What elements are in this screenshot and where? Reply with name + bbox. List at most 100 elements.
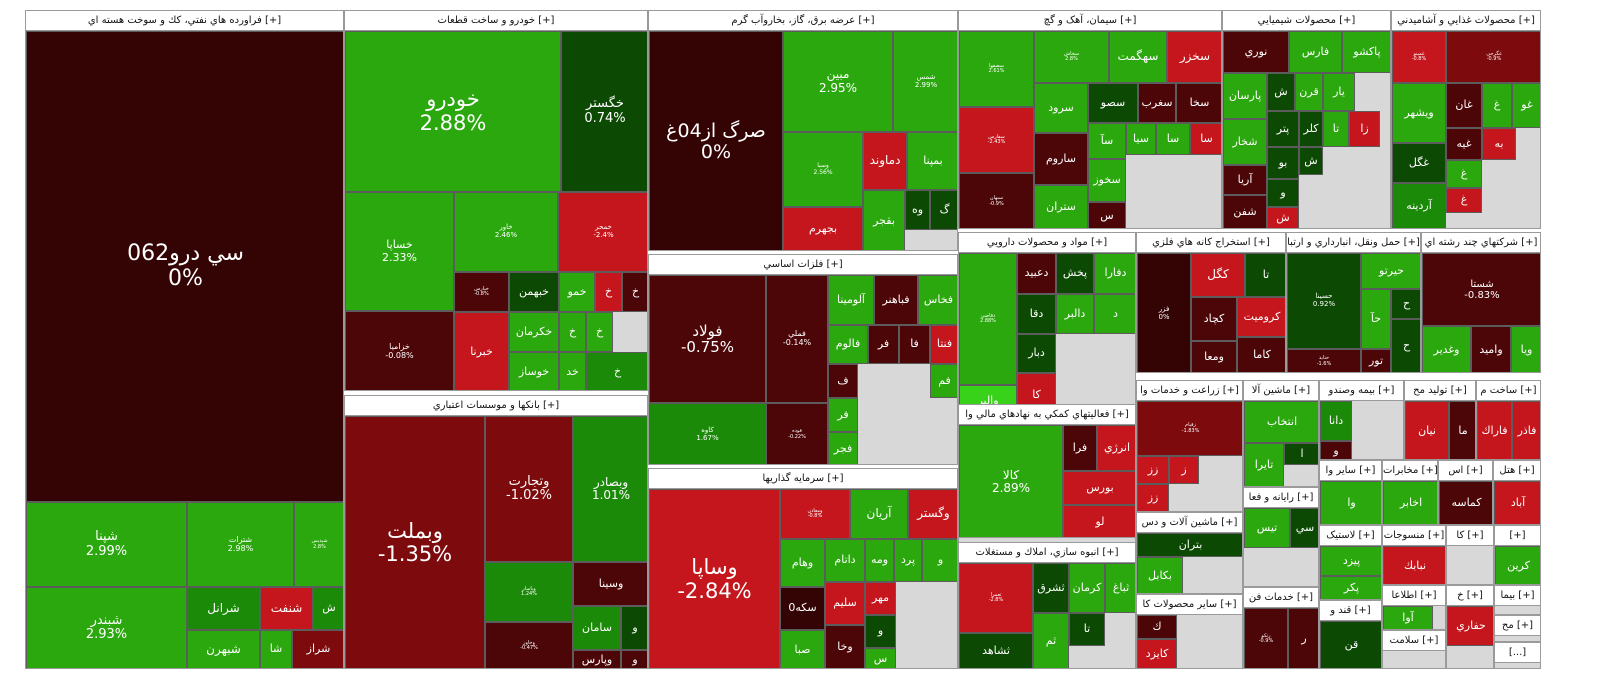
stock-tile[interactable]: فولاد -0.75% <box>649 275 766 403</box>
stock-tile[interactable]: شبهرن <box>187 630 260 668</box>
sector-header[interactable]: شركتهاي چند رشته اي [+] <box>1422 233 1540 253</box>
stock-tile[interactable]: پرد <box>894 539 922 582</box>
stock-tile[interactable]: ومعا <box>1191 341 1237 372</box>
stock-tile[interactable]: كماسه <box>1439 481 1492 524</box>
sector-header[interactable]: منسوجات [+] <box>1383 526 1445 546</box>
stock-tile[interactable]: داتام <box>825 539 865 582</box>
stock-tile[interactable]: غو <box>1512 83 1540 128</box>
stock-tile[interactable]: فارس <box>1289 31 1342 73</box>
sector-header[interactable]: خودرو و ساخت قطعات [+] <box>345 11 647 31</box>
sector-header[interactable]: رايانه و فعا [+] <box>1244 488 1318 508</box>
stock-tile[interactable]: دالبر <box>1056 294 1094 334</box>
stock-tile[interactable]: وه <box>905 190 930 230</box>
stock-tile[interactable]: ح <box>1391 319 1420 372</box>
stock-tile[interactable]: كرمان <box>1069 563 1105 613</box>
sector-header[interactable]: محصولات غذايي و آشاميدني [+] <box>1392 11 1540 31</box>
stock-tile[interactable]: سفارس -2.43% <box>959 107 1034 173</box>
stock-tile[interactable]: فوده -0.22% <box>766 403 828 464</box>
stock-tile[interactable]: خساپا 2.33% <box>345 192 454 311</box>
sector-header[interactable]: لاستيک [+] <box>1320 526 1381 546</box>
stock-tile[interactable]: كگل <box>1191 253 1245 297</box>
stock-tile[interactable]: مبين 2.95% <box>783 31 893 132</box>
stock-tile[interactable]: شبندر 2.93% <box>26 587 187 668</box>
stock-tile[interactable]: وا <box>1320 481 1381 524</box>
stock-tile[interactable]: سرود <box>1034 83 1088 133</box>
stock-tile[interactable]: زقيام -1.83% <box>1137 401 1242 456</box>
sector-header[interactable]: ساخت م [+] <box>1477 381 1540 401</box>
stock-tile[interactable]: خ <box>595 272 622 312</box>
stock-tile[interactable]: فر <box>868 325 899 364</box>
stock-tile[interactable]: وخا <box>825 625 865 668</box>
stock-tile[interactable]: قرن <box>1295 73 1323 111</box>
stock-tile[interactable]: حتايد -1.6% <box>1287 349 1361 372</box>
stock-tile[interactable]: ما <box>1449 401 1475 459</box>
stock-tile[interactable]: ومه <box>865 539 894 582</box>
stock-tile[interactable]: ش <box>1299 147 1323 175</box>
stock-tile[interactable]: فنتا <box>930 325 957 364</box>
sector-header[interactable]: توليد مح [+] <box>1405 381 1475 401</box>
stock-tile[interactable]: خزاميا -0.08% <box>345 311 454 390</box>
stock-tile[interactable]: بو <box>1267 147 1299 179</box>
stock-tile[interactable]: ستران <box>1034 185 1088 228</box>
stock-tile[interactable]: قن <box>1320 621 1381 668</box>
stock-tile[interactable]: دفارا <box>1094 253 1135 294</box>
stock-tile[interactable]: خودرو 2.88% <box>345 31 561 192</box>
stock-tile[interactable]: تور <box>1361 349 1391 372</box>
stock-tile[interactable]: سخا <box>1176 83 1221 123</box>
stock-tile[interactable]: سي <box>1290 508 1318 548</box>
stock-tile[interactable]: شپديس 2.8% <box>294 502 343 587</box>
stock-tile[interactable]: سليم <box>825 582 865 625</box>
stock-tile[interactable]: ويا <box>1511 326 1540 372</box>
sector-header[interactable]: عرضه برق، گاز، بخاروآب گرم [+] <box>649 11 957 31</box>
stock-tile[interactable]: زز <box>1137 456 1169 484</box>
stock-tile[interactable]: نبابك <box>1383 546 1445 584</box>
stock-tile[interactable]: و <box>922 539 957 582</box>
sector-header[interactable]: انبوه سازي، املاك و مستغلات [+] <box>959 543 1135 563</box>
stock-tile[interactable]: تايرا <box>1244 443 1284 486</box>
stock-tile[interactable]: دبار <box>1017 334 1056 373</box>
stock-tile[interactable]: شفن <box>1223 195 1267 228</box>
stock-tile[interactable]: ك <box>1137 615 1177 639</box>
stock-tile[interactable]: اخابر <box>1383 481 1437 524</box>
sector-header[interactable]: سرمايه گذاريها [+] <box>649 469 957 489</box>
stock-tile[interactable]: س <box>1088 202 1126 228</box>
sector-header[interactable]: بانكها و موسسات اعتباري [+] <box>345 396 647 416</box>
stock-tile[interactable]: آريا <box>1223 165 1267 195</box>
stock-tile[interactable]: واميد <box>1471 326 1511 372</box>
stock-tile[interactable]: ساروم <box>1034 133 1088 185</box>
sector-header[interactable]: ماشين آلا [+] <box>1244 381 1318 401</box>
stock-tile[interactable]: فخاس <box>918 275 957 325</box>
stock-tile[interactable]: پاكشو <box>1342 31 1390 73</box>
stock-tile[interactable]: وبصادر 1.01% <box>573 416 647 562</box>
stock-tile[interactable]: و <box>621 606 647 650</box>
sector-header[interactable]: حمل ونقل، انبارداري و ارتبا [+] <box>1287 233 1420 253</box>
stock-tile[interactable]: دقاضي 2.88% <box>959 253 1017 385</box>
stock-tile[interactable]: خپارس -0.8% <box>454 272 509 312</box>
stock-tile[interactable]: و <box>1320 441 1352 459</box>
sector-header[interactable]: هتل [+] <box>1494 461 1540 481</box>
stock-tile[interactable]: فر <box>828 398 858 432</box>
stock-tile[interactable]: تا <box>1069 613 1105 646</box>
stock-tile[interactable]: سا <box>1190 123 1221 155</box>
stock-tile[interactable]: ر <box>1288 608 1318 668</box>
stock-tile[interactable]: دقا <box>1017 294 1056 334</box>
stock-tile[interactable]: وپاسار 1.24% <box>485 562 573 622</box>
stock-tile[interactable]: حسينا 0.92% <box>1287 253 1361 349</box>
stock-tile[interactable]: فاراك <box>1477 401 1512 459</box>
sector-header[interactable]: خ [+] <box>1447 586 1493 606</box>
stock-tile[interactable]: خبرنا <box>454 312 509 390</box>
stock-tile[interactable]: و <box>1267 179 1299 207</box>
stock-tile[interactable]: غان <box>1446 83 1482 128</box>
stock-tile[interactable]: نوري <box>1223 31 1289 73</box>
stock-tile[interactable]: پتر <box>1267 111 1299 147</box>
sector-header[interactable]: مخابرات [+] <box>1383 461 1437 481</box>
stock-tile[interactable]: ز <box>1169 456 1199 484</box>
stock-tile[interactable]: ش <box>1267 207 1299 228</box>
stock-tile[interactable]: سا <box>1156 123 1190 155</box>
stock-tile[interactable]: كرين <box>1495 546 1540 584</box>
stock-tile[interactable]: شا <box>260 630 292 668</box>
stock-tile[interactable]: به <box>1482 128 1516 160</box>
stock-tile[interactable]: فجر <box>828 432 858 464</box>
stock-tile[interactable]: بجهرم <box>783 207 863 250</box>
sector-header[interactable]: بيمه وصندو [+] <box>1320 381 1403 401</box>
